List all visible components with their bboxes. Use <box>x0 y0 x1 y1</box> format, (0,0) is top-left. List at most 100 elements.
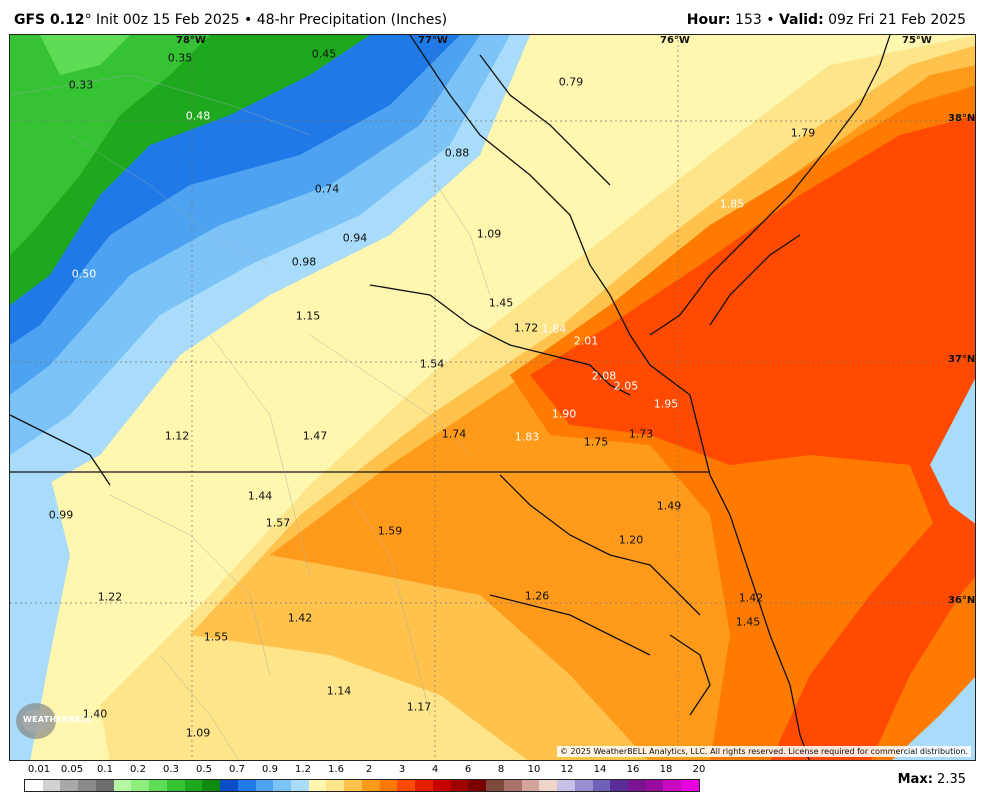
legend-ticks: 0.01 0.05 0.1 0.2 0.3 0.5 0.7 0.9 1.2 1.6 2 3 4 6 8 10 1… <box>24 764 714 778</box>
legend-tick-label: 0.01 <box>27 764 51 775</box>
legend-swatch <box>379 780 398 791</box>
legend-tick-label: 0.5 <box>196 764 212 775</box>
legend-tick-label: 14 <box>593 764 607 775</box>
precip-value-label: 0.50 <box>71 267 97 281</box>
precip-value-label: 1.85 <box>719 197 745 211</box>
precip-value-label: 1.42 <box>287 611 313 625</box>
legend-swatch <box>220 780 238 791</box>
separator: • <box>766 12 775 28</box>
max-number: 2.35 <box>937 772 966 787</box>
legend-swatch <box>539 780 558 791</box>
hour-label: Hour: <box>686 12 731 28</box>
hour-value: 153 <box>735 12 762 28</box>
precip-value-label: 1.47 <box>302 429 328 443</box>
legend-tick-label: 16 <box>626 764 640 775</box>
legend-tick-label: 0.1 <box>97 764 113 775</box>
precip-value-label: 2.01 <box>573 334 599 348</box>
legend-swatch <box>78 780 96 791</box>
precip-value-label: 1.45 <box>735 615 761 629</box>
lon-label: 77°W <box>418 35 448 46</box>
legend-tick-label: 0.3 <box>163 764 179 775</box>
legend-tick-label: 1.6 <box>328 764 344 775</box>
separator: • <box>244 12 253 28</box>
legend-swatch <box>557 780 575 791</box>
legend-swatch <box>521 780 540 791</box>
legend-swatch <box>486 780 504 791</box>
legend-swatch <box>344 780 362 791</box>
legend-swatch <box>361 780 380 791</box>
model-name: GFS 0.12 <box>14 12 85 28</box>
precip-value-label: 1.15 <box>295 309 321 323</box>
precip-value-label: 0.48 <box>185 109 211 123</box>
precip-value-label: 1.20 <box>618 533 644 547</box>
precip-value-label: 1.72 <box>513 321 539 335</box>
precip-value-label: 1.75 <box>583 435 609 449</box>
legend-swatch <box>291 780 309 791</box>
legend-swatch <box>42 780 61 791</box>
legend-swatch <box>184 780 203 791</box>
degree-symbol: ° <box>84 12 92 28</box>
map-header: GFS 0.12° Init 00z 15 Feb 2025 • 48-hr P… <box>0 0 984 34</box>
legend-swatch <box>432 780 451 791</box>
legend-colorbar <box>24 779 700 792</box>
legend-tick-label: 8 <box>497 764 505 775</box>
legend-swatch <box>468 780 487 791</box>
legend-swatch <box>610 780 628 791</box>
precip-field <box>10 35 975 760</box>
precip-value-label: 0.35 <box>167 51 193 65</box>
precip-value-label: 1.44 <box>247 489 273 503</box>
precip-value-label: 1.95 <box>653 397 679 411</box>
legend-swatch <box>273 780 292 791</box>
valid-value: 09z Fri 21 Feb 2025 <box>828 12 966 28</box>
precip-value-label: 0.74 <box>314 182 340 196</box>
lon-label: 76°W <box>660 35 690 46</box>
precip-value-label: 0.99 <box>48 508 74 522</box>
map-title: GFS 0.12° Init 00z 15 Feb 2025 • 48-hr P… <box>14 12 447 28</box>
legend-swatch <box>415 780 433 791</box>
precip-value-label: 2.05 <box>613 379 639 393</box>
precipitation-map[interactable]: 78°W 77°W 76°W 75°W 38°N 37°N 36°N 0.35 0… <box>9 34 976 761</box>
legend-tick-label: 2 <box>365 764 373 775</box>
precip-value-label: 0.98 <box>291 255 317 269</box>
legend-swatch <box>681 780 699 791</box>
legend-swatch <box>326 780 345 791</box>
precip-value-label: 1.54 <box>419 357 445 371</box>
legend-swatch <box>397 780 416 791</box>
legend-swatch <box>131 780 150 791</box>
logo-icon <box>16 703 56 739</box>
precip-value-label: 1.49 <box>656 499 682 513</box>
lon-label: 75°W <box>902 35 932 46</box>
legend-tick-label: 1.2 <box>295 764 311 775</box>
legend-tick-label: 0.7 <box>229 764 245 775</box>
legend-swatch <box>166 780 185 791</box>
legend-swatch <box>645 780 664 791</box>
precip-value-label: 1.59 <box>377 524 403 538</box>
precip-value-label: 1.79 <box>790 126 816 140</box>
legend-swatch <box>450 780 469 791</box>
legend-swatch <box>60 780 79 791</box>
copyright-notice: © 2025 WeatherBELL Analytics, LLC. All r… <box>557 746 971 757</box>
legend-tick-label: 6 <box>464 764 472 775</box>
legend-swatch <box>574 780 593 791</box>
max-label: Max: <box>897 772 933 787</box>
precip-value-label: 2.08 <box>591 369 617 383</box>
legend-tick-label: 20 <box>692 764 706 775</box>
lon-label: 78°W <box>176 35 206 46</box>
map-valid-time: Hour: 153 • Valid: 09z Fri 21 Feb 2025 <box>687 12 966 28</box>
legend-swatch <box>503 780 522 791</box>
precip-value-label: 1.57 <box>265 516 291 530</box>
precip-value-label: 1.42 <box>738 591 764 605</box>
precip-value-label: 0.88 <box>444 146 470 160</box>
precip-value-label: 1.17 <box>406 700 432 714</box>
precip-value-label: 1.26 <box>524 589 550 603</box>
legend-tick-label: 3 <box>398 764 406 775</box>
valid-label: Valid: <box>778 12 824 28</box>
legend-tick-label: 12 <box>560 764 574 775</box>
legend-tick-label: 18 <box>659 764 673 775</box>
legend-tick-label: 4 <box>431 764 439 775</box>
precip-value-label: 0.45 <box>311 47 337 61</box>
legend-swatch <box>237 780 256 791</box>
precip-value-label: 1.09 <box>185 726 211 740</box>
precip-value-label: 1.84 <box>541 322 567 336</box>
precip-value-label: 1.45 <box>488 296 514 310</box>
